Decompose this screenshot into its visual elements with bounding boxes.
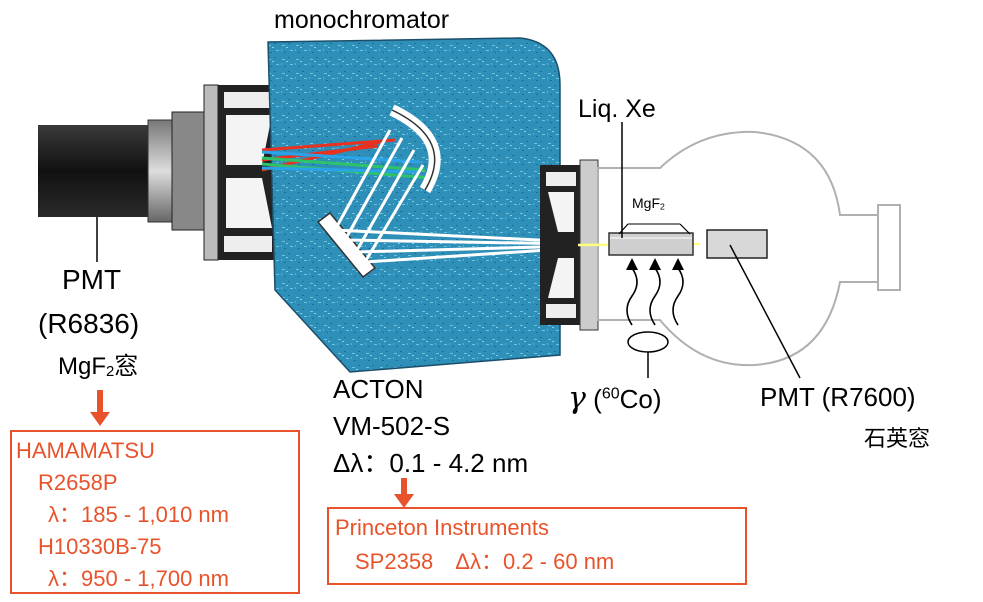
pmt-left-window: MgF2窓	[58, 355, 138, 380]
pmt-left-model: (R6836)	[38, 308, 140, 339]
pmt-left-window-base: MgF	[58, 353, 106, 380]
dispersed-beams	[261, 138, 431, 180]
hamamatsu-range-1: λ：185 - 1,010 nm	[48, 502, 229, 527]
gamma-symbol: γ	[568, 381, 586, 416]
left-pmt-collar	[147, 119, 173, 223]
pmt-right-label: PMT (R7600)	[760, 382, 916, 412]
flat-mirror	[316, 211, 377, 279]
hamamatsu-range-2: λ：950 - 1,700 nm	[48, 566, 229, 591]
hamamatsu-model-2: H10330B-75	[38, 534, 162, 559]
princeton-title: Princeton Instruments	[335, 515, 549, 540]
pmt-r7600-leader	[729, 244, 801, 379]
liq-xe-label: Liq. Xe	[578, 95, 656, 123]
red-arrow-center	[394, 478, 414, 508]
pmt-left-label: PMT	[62, 264, 122, 295]
curved-mirror-outline	[391, 109, 436, 191]
princeton-box: Princeton Instruments SP2358 Δλ：0.2 - 60…	[327, 507, 747, 585]
gamma-mass-number: 60	[601, 385, 620, 403]
scintillation-arrows	[626, 258, 684, 326]
hamamatsu-box: HAMAMATSU R2658P λ：185 - 1,010 nm H10330…	[10, 430, 300, 594]
left-pmt	[38, 111, 205, 262]
pmt-r7600	[706, 229, 768, 259]
left-pmt-body	[38, 125, 148, 217]
gamma-co60-label: γ (60Co)	[568, 384, 662, 414]
mgf2-window-base: MgF	[632, 195, 660, 211]
mgf2-bracket-left	[618, 223, 629, 235]
pmt-right-window: 石英窓	[864, 426, 931, 451]
gamma-element: Co)	[619, 384, 662, 414]
red-arrow-left	[90, 390, 110, 426]
hamamatsu-title: HAMAMATSU	[16, 438, 155, 463]
co60-source	[627, 331, 669, 353]
hamamatsu-model-1: R2658P	[38, 470, 118, 495]
pmt-left-window-sub: 2	[106, 364, 115, 381]
left-slit-flange	[203, 84, 278, 261]
gamma-open-paren: (	[593, 384, 602, 414]
acton-label: ACTON	[333, 374, 424, 404]
princeton-spec: SP2358 Δλ：0.2 - 60 nm	[355, 549, 615, 574]
mgf2-bracket-right	[679, 223, 691, 235]
left-pmt-flange	[171, 111, 205, 231]
acton-model: VM-502-S	[333, 411, 451, 441]
mgf2-window-sub: 2	[660, 201, 665, 212]
monochromator-body	[267, 37, 561, 373]
monochromator-label: monochromator	[274, 6, 450, 34]
mgf2-window-label: MgF2	[632, 196, 665, 211]
pmt-left-window-suffix: 窓	[114, 353, 139, 380]
acton-resolution: Δλ：0.1 - 4.2 nm	[333, 448, 529, 478]
